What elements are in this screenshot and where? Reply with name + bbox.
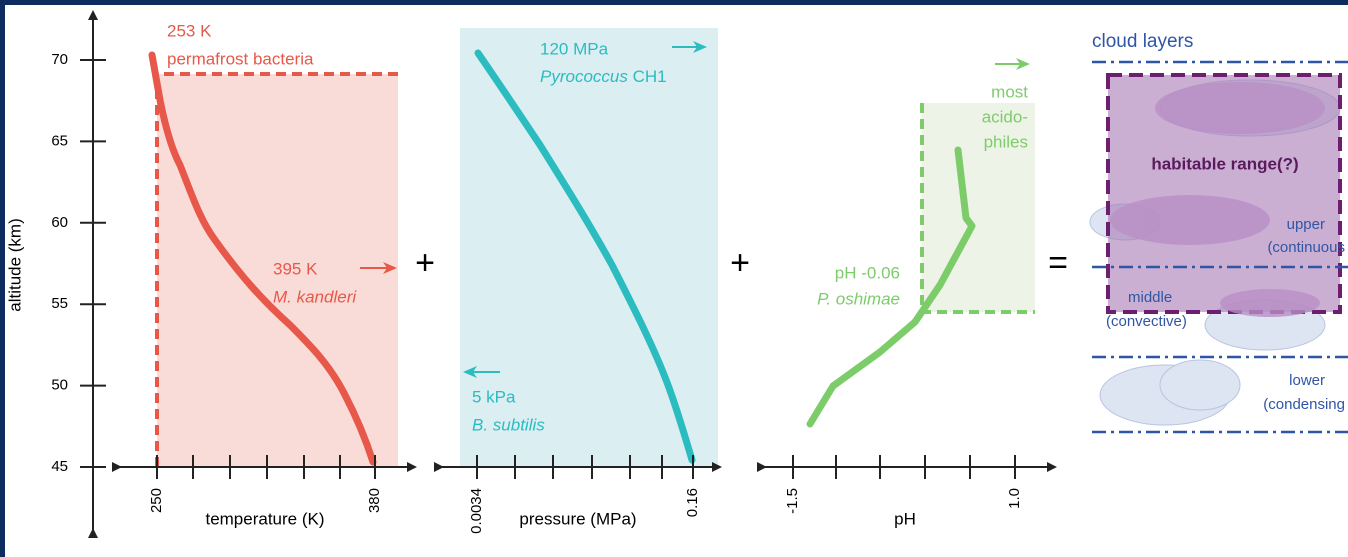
layer-type: (continuous: [1267, 239, 1345, 256]
layer-name: lower: [1289, 372, 1325, 389]
ticks: [792, 455, 1016, 479]
operator: +: [415, 244, 435, 282]
annotation: 395 K: [273, 259, 318, 278]
tick-label: 60: [51, 214, 68, 231]
tick-label: 65: [51, 132, 68, 149]
tick-label: 70: [51, 51, 68, 68]
ph-curve: [806, 146, 976, 428]
annotation: pH -0.06: [835, 263, 900, 282]
altitude-ticks: 70 65 60 55 50 45: [51, 51, 106, 475]
annotation: M. kandleri: [273, 287, 357, 306]
tick-label: 250: [148, 488, 165, 513]
axis-label: pH: [894, 509, 916, 528]
cloud-layer-lines: [1092, 60, 1348, 434]
tick-label: 45: [51, 458, 68, 475]
clouds: [1110, 82, 1325, 317]
operator: +: [730, 244, 750, 282]
annotation: B. subtilis: [472, 415, 545, 434]
annotation: philes: [984, 132, 1028, 151]
axis-label: temperature (K): [205, 509, 324, 528]
tick-label: 1.0: [1006, 488, 1023, 509]
pressure-curve: [474, 49, 696, 464]
tick-label: 55: [51, 295, 68, 312]
annotation: 120 MPa: [540, 39, 609, 58]
ticks: [476, 455, 694, 479]
tick-label: 380: [366, 488, 383, 513]
annotation: 253 K: [167, 21, 212, 40]
annotation: CH1: [633, 67, 667, 86]
pressure-range: [460, 28, 718, 467]
annotation: acido-: [982, 107, 1028, 126]
layer-type: (convective): [1106, 313, 1187, 330]
layer-name: upper: [1287, 216, 1325, 233]
annotation: Pyrococcus CH1: [540, 67, 667, 86]
tick-label: 50: [51, 377, 68, 394]
annotation: P. oshimae: [817, 289, 900, 308]
operator: =: [1048, 244, 1068, 282]
annotation: permafrost bacteria: [167, 49, 314, 68]
temperature-curve: [148, 51, 377, 466]
annotation: Pyrococcus: [540, 67, 628, 86]
layer-name: middle: [1128, 289, 1172, 306]
tick-label: -1.5: [784, 488, 801, 514]
axis-label: pressure (MPa): [519, 509, 636, 528]
tick-label: 0.16: [684, 488, 701, 517]
annotation: most: [991, 82, 1028, 101]
habitable-label: habitable range(?): [1151, 154, 1298, 173]
annotation: 5 kPa: [472, 387, 516, 406]
ticks: [156, 455, 376, 479]
layer-type: (condensing: [1263, 396, 1345, 413]
panel-title: cloud layers: [1092, 31, 1193, 52]
temperature-range: [157, 74, 398, 467]
axis-label: altitude (km): [5, 218, 24, 312]
tick-label: 0.0034: [468, 488, 485, 534]
